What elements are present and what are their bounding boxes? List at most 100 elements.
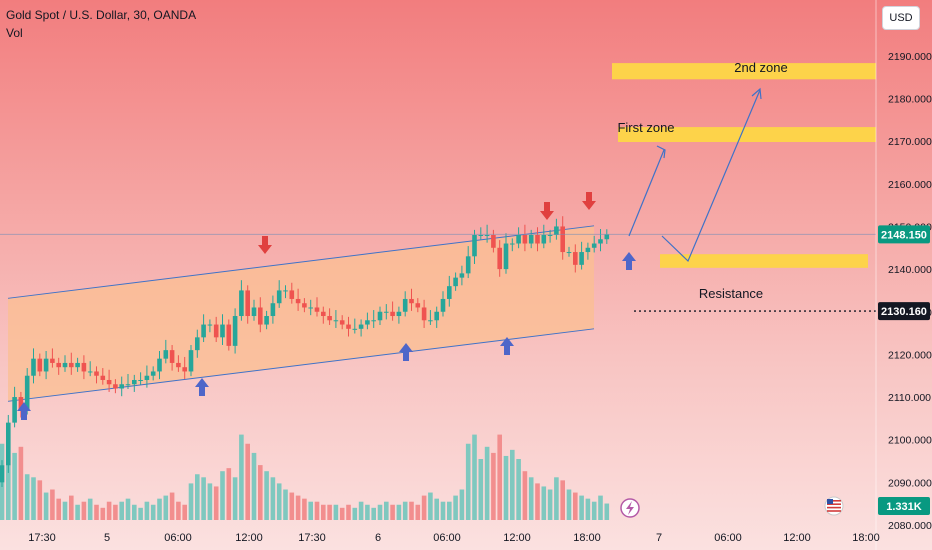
candle-body <box>220 324 225 338</box>
x-tick-label: 18:00 <box>852 532 880 544</box>
candle-body <box>176 362 181 368</box>
volume-bar <box>138 507 143 520</box>
arrow-up-icon <box>500 337 514 355</box>
volume-bar <box>201 477 206 520</box>
y-tick-label: 2100.000 <box>888 435 932 447</box>
candle-body <box>62 362 68 368</box>
candle-body <box>503 243 509 270</box>
candle-body <box>434 311 439 321</box>
channel-upper-line <box>7 225 595 299</box>
candle-body <box>195 337 200 351</box>
volume-bar <box>295 495 301 520</box>
arrow-up-icon <box>622 252 636 270</box>
candle-body <box>119 384 124 389</box>
volume-bar <box>358 501 364 520</box>
zone1-label: First zone <box>617 120 674 135</box>
volume-bar <box>377 504 383 520</box>
candle-body <box>94 371 99 376</box>
volume-bar <box>283 489 288 520</box>
x-tick-label: 12:00 <box>503 532 531 544</box>
arrow-down-icon <box>540 202 554 220</box>
volume-bar <box>491 452 496 520</box>
volume-bar <box>302 498 307 520</box>
candle-body <box>276 290 282 304</box>
candle-body <box>270 303 276 317</box>
volume-bar <box>528 477 534 520</box>
candle-body <box>201 324 206 338</box>
volume-bar <box>560 480 565 520</box>
volume-bar <box>591 501 597 520</box>
candle-body <box>591 243 597 248</box>
candle-body <box>87 371 93 373</box>
x-tick-label: 06:00 <box>714 532 742 544</box>
arrow-head-icon <box>751 87 762 100</box>
candle-body <box>365 320 370 325</box>
volume-bar <box>270 477 276 520</box>
volume-bar <box>384 501 389 520</box>
candle-body <box>43 358 49 372</box>
volume-bar <box>421 495 427 520</box>
flag-stripe <box>827 506 841 509</box>
volume-bar <box>415 504 421 520</box>
candle-body <box>484 234 490 236</box>
y-tick-label: 2160.000 <box>888 179 932 191</box>
second-zone-band <box>612 63 876 80</box>
volume-bar <box>459 489 465 520</box>
candle-body <box>528 234 534 244</box>
volume-bar <box>554 477 559 520</box>
volume-bar <box>169 492 175 520</box>
candle-body <box>573 252 578 265</box>
candle-body <box>75 362 80 368</box>
volume-bar <box>352 507 358 520</box>
candle-body <box>497 247 502 270</box>
volume-tag <box>878 497 930 515</box>
candle-body <box>421 307 427 321</box>
candle-body <box>188 350 194 372</box>
arrow-up-icon <box>17 402 31 420</box>
volume-bar <box>188 483 194 520</box>
candle-body <box>289 290 295 299</box>
candle-body <box>339 320 345 325</box>
volume-bar <box>12 452 17 520</box>
currency-button[interactable]: USD <box>882 6 920 30</box>
candle-body <box>138 379 143 381</box>
y-tick-label: 2120.000 <box>888 349 932 361</box>
volume-bar <box>465 443 471 520</box>
x-tick-label: 06:00 <box>164 532 192 544</box>
arrow-down-icon <box>258 236 272 254</box>
volume-bar <box>75 504 80 520</box>
volume-bar <box>37 480 43 520</box>
volume-bar <box>503 455 509 520</box>
candle-body <box>69 362 74 368</box>
volume-bar <box>497 434 502 520</box>
y-tick-label: 2110.000 <box>888 392 931 404</box>
volume-bar <box>289 492 295 520</box>
candle-body <box>226 324 232 346</box>
candle-body <box>560 226 565 253</box>
y-tick-label: 2080.000 <box>888 520 932 532</box>
volume-bar <box>163 495 169 520</box>
x-tick-label: 6 <box>375 532 381 544</box>
candle-body <box>314 307 320 312</box>
channel-lower-line <box>7 328 595 402</box>
candle-body <box>283 290 288 292</box>
first-zone-band <box>618 127 876 143</box>
volume-bar <box>119 501 124 520</box>
volume-bar <box>213 486 219 520</box>
volume-bar <box>226 468 232 520</box>
candle-body <box>327 316 332 321</box>
candle-body <box>522 234 528 244</box>
volume-bar <box>157 498 162 520</box>
volume-bar <box>541 486 547 520</box>
resistance-price-value: 2130.160 <box>881 306 927 318</box>
candle-body <box>478 234 484 236</box>
volume-label: Vol <box>6 26 23 40</box>
candle-body <box>232 316 238 346</box>
volume-bar <box>100 507 106 520</box>
candle-body <box>535 234 540 244</box>
candle-body <box>598 239 603 244</box>
x-tick-label: 12:00 <box>235 532 263 544</box>
candle-body <box>333 320 339 322</box>
volume-bar <box>585 498 591 520</box>
